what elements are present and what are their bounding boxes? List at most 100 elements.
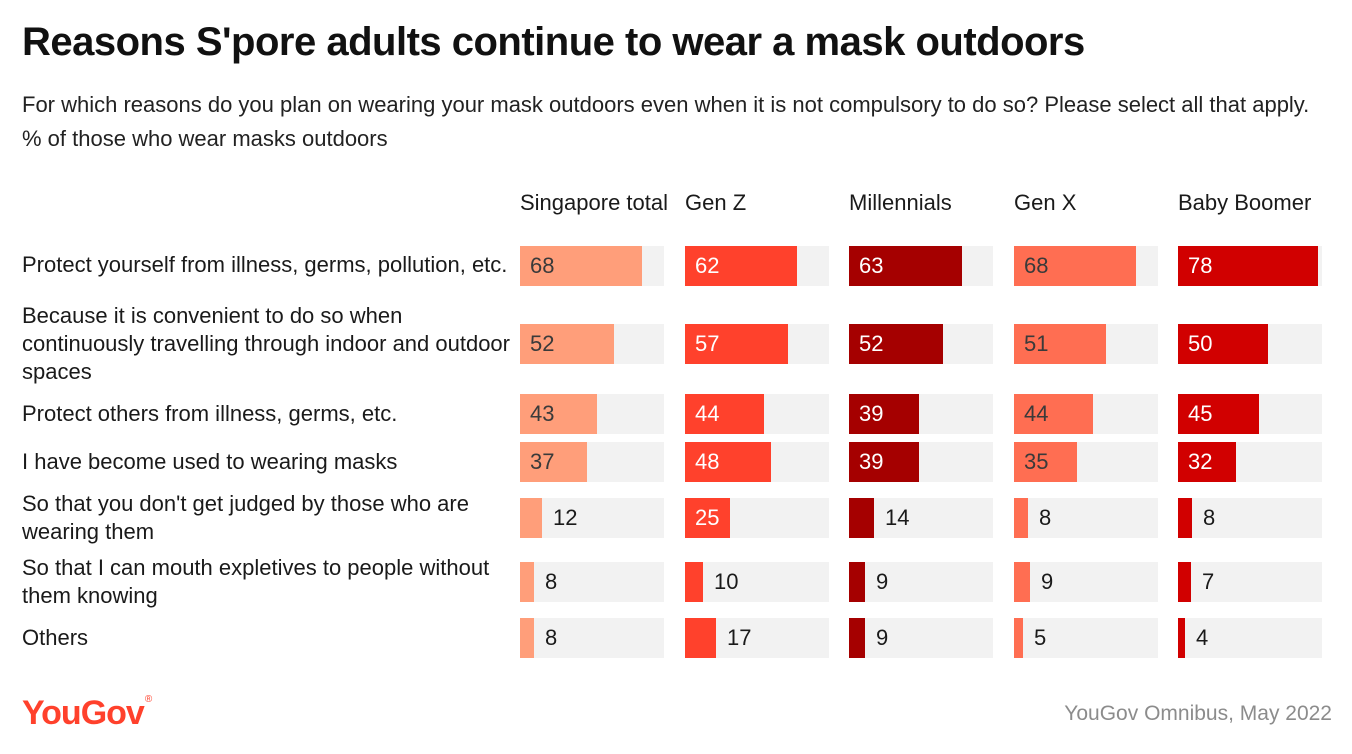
- value-label: 9: [876, 625, 889, 650]
- bar: [849, 246, 962, 286]
- value-label: 4: [1196, 625, 1209, 650]
- bar: [1014, 498, 1028, 538]
- value-label: 78: [1188, 253, 1213, 278]
- bar: [520, 324, 614, 364]
- value-label: 9: [1041, 569, 1054, 594]
- value-label: 35: [1024, 449, 1049, 474]
- value-label: 14: [885, 505, 910, 530]
- bar-track: 7: [1178, 562, 1322, 602]
- bar: [685, 618, 716, 658]
- column-header-1: Gen Z: [685, 190, 747, 215]
- bar: [685, 394, 764, 434]
- bar: [1178, 498, 1192, 538]
- bar-track: 8: [1014, 498, 1158, 538]
- bar: [849, 618, 865, 658]
- value-label: 50: [1188, 331, 1213, 356]
- value-label: 48: [695, 449, 720, 474]
- column-header-4: Baby Boomer: [1178, 190, 1312, 215]
- bar: [685, 562, 703, 602]
- value-label: 17: [727, 625, 752, 650]
- bar-track: 44: [1014, 394, 1158, 434]
- bar: [1178, 442, 1236, 482]
- bar-track: 37: [520, 442, 664, 482]
- bar: [685, 498, 730, 538]
- bar-track: 48: [685, 442, 829, 482]
- bar-track: 8: [520, 562, 664, 602]
- bar: [849, 498, 874, 538]
- value-label: 44: [1024, 401, 1049, 426]
- bar: [520, 442, 587, 482]
- bar: [520, 246, 642, 286]
- bar: [1014, 442, 1077, 482]
- bar: [520, 498, 542, 538]
- value-label: 25: [695, 505, 720, 530]
- value-label: 8: [1203, 505, 1216, 530]
- bar: [685, 442, 771, 482]
- bar-track: 57: [685, 324, 829, 364]
- bar-track: 78: [1178, 246, 1322, 286]
- row-label-6: Others: [22, 625, 89, 650]
- value-label: 52: [859, 331, 884, 356]
- bar-track: 32: [1178, 442, 1322, 482]
- value-label: 8: [545, 569, 558, 594]
- bar: [1178, 394, 1259, 434]
- value-label: 51: [1024, 331, 1049, 356]
- bar: [1014, 246, 1136, 286]
- yougov-logo: YouGov®: [22, 694, 152, 732]
- bar: [1014, 324, 1106, 364]
- row-label-0: Protect yourself from illness, germs, po…: [22, 252, 508, 277]
- value-label: 5: [1034, 625, 1047, 650]
- value-label: 45: [1188, 401, 1213, 426]
- chart-subtitle: For which reasons do you plan on wearing…: [22, 92, 1310, 151]
- bar-track: 25: [685, 498, 829, 538]
- value-label: 32: [1188, 449, 1213, 474]
- value-label: 12: [553, 505, 578, 530]
- bar: [1178, 562, 1191, 602]
- bar: [520, 618, 534, 658]
- column-header-0: Singapore total: [520, 190, 668, 215]
- bar-track: 52: [520, 324, 664, 364]
- bar-track: 39: [849, 442, 993, 482]
- value-label: 10: [714, 569, 739, 594]
- value-label: 39: [859, 449, 884, 474]
- bar-track: 35: [1014, 442, 1158, 482]
- value-label: 57: [695, 331, 720, 356]
- logo-text: YouGov: [22, 694, 145, 732]
- bar-track: 62: [685, 246, 829, 286]
- value-label: 52: [530, 331, 555, 356]
- bar-track: 39: [849, 394, 993, 434]
- bar: [1178, 246, 1318, 286]
- row-label-5: So that I can mouth expletives to people…: [22, 555, 490, 608]
- value-label: 63: [859, 253, 884, 278]
- bar: [1014, 618, 1023, 658]
- column-header-3: Gen X: [1014, 190, 1077, 215]
- bar-track: 68: [520, 246, 664, 286]
- bar: [849, 562, 865, 602]
- bar-track: 68: [1014, 246, 1158, 286]
- bar-track: 50: [1178, 324, 1322, 364]
- value-label: 43: [530, 401, 555, 426]
- value-label: 37: [530, 449, 555, 474]
- bar-track: 51: [1014, 324, 1158, 364]
- bar-track: 17: [685, 618, 829, 658]
- bar-track: 12: [520, 498, 664, 538]
- bar: [849, 324, 943, 364]
- bar-track: 8: [520, 618, 664, 658]
- bar: [1178, 618, 1185, 658]
- row-label-2: Protect others from illness, germs, etc.: [22, 401, 398, 426]
- bar-track: 5: [1014, 618, 1158, 658]
- value-label: 62: [695, 253, 720, 278]
- value-label: 39: [859, 401, 884, 426]
- bar-track: 45: [1178, 394, 1322, 434]
- bar-track: 44: [685, 394, 829, 434]
- value-label: 8: [1039, 505, 1052, 530]
- value-label: 68: [530, 253, 555, 278]
- bar: [685, 246, 797, 286]
- bar: [849, 394, 919, 434]
- bar-track: 14: [849, 498, 993, 538]
- bar-track: 52: [849, 324, 993, 364]
- row-label-3: I have become used to wearing masks: [22, 449, 398, 474]
- bar: [520, 394, 597, 434]
- bar-track: 8: [1178, 498, 1322, 538]
- value-label: 44: [695, 401, 720, 426]
